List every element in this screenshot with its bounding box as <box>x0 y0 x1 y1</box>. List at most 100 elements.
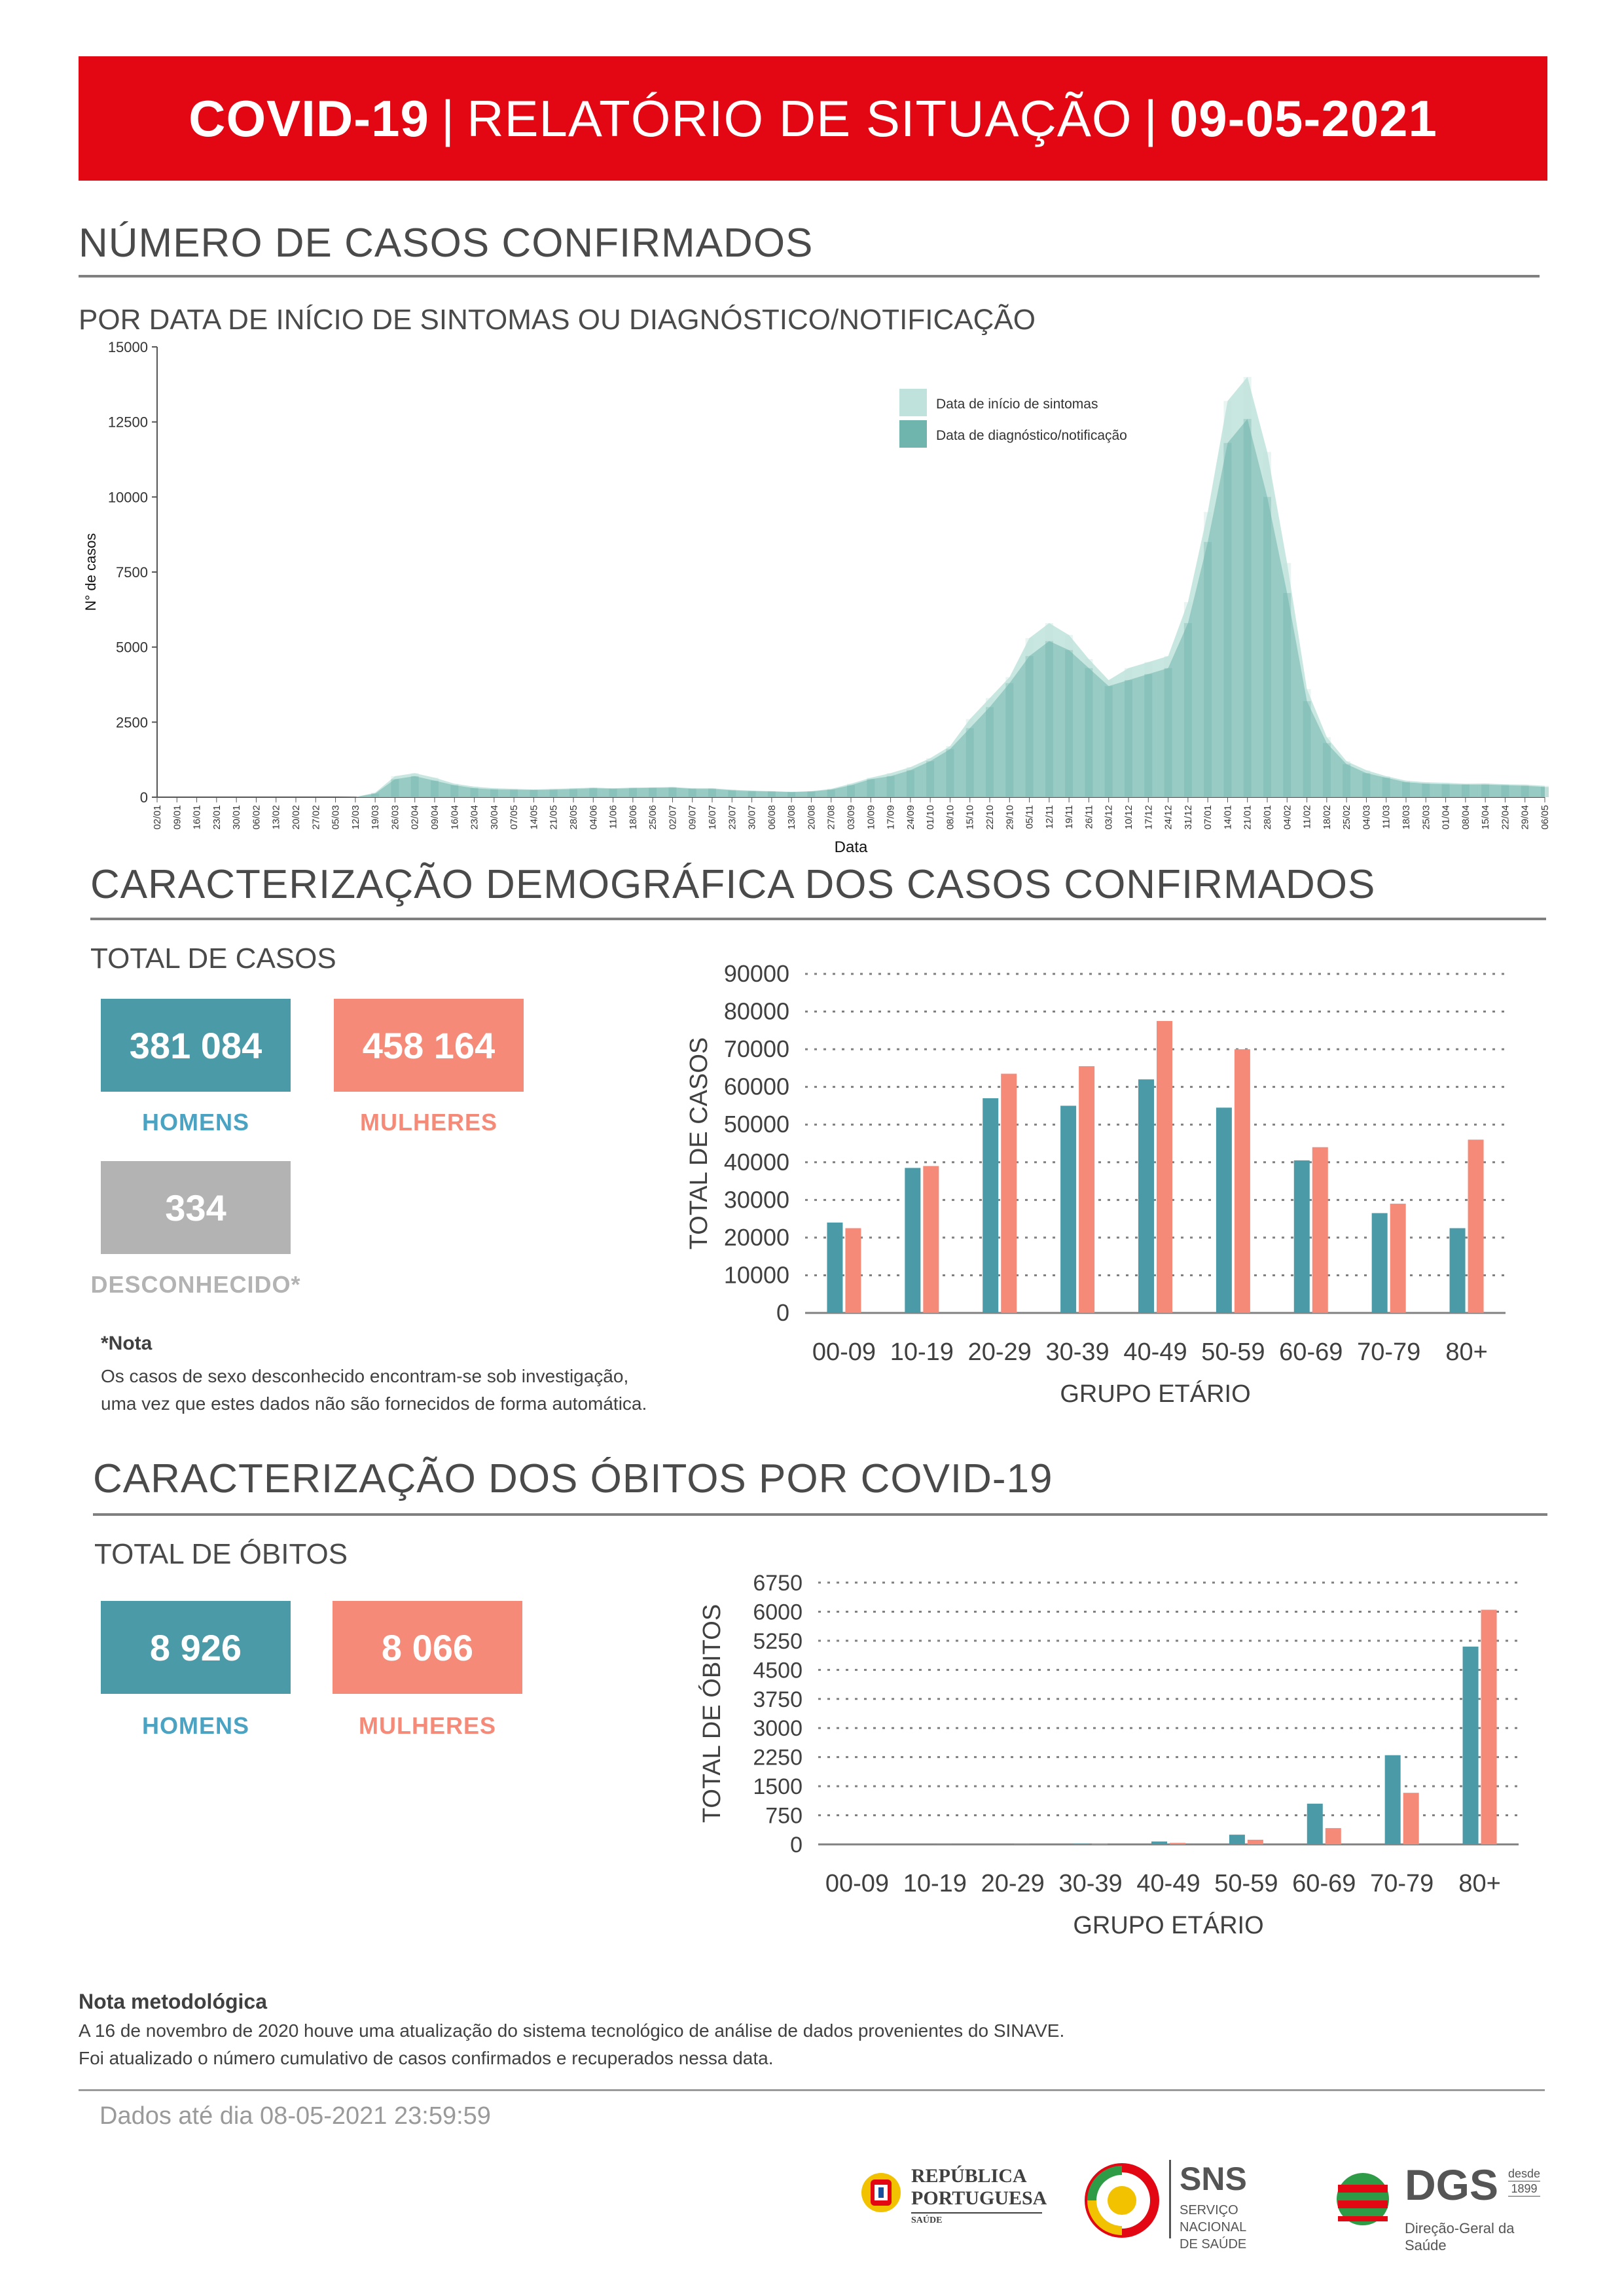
data-bar <box>1243 419 1252 797</box>
x-tick-label: 21/05 <box>549 805 560 830</box>
data-bar <box>450 785 459 797</box>
x-tick-label: 10-19 <box>903 1870 967 1897</box>
y-tick-label: 30000 <box>724 1186 789 1213</box>
data-bar <box>926 761 935 797</box>
data-bar <box>688 789 696 797</box>
sns-emblem-icon <box>1085 2163 1159 2238</box>
x-tick-label: 70-79 <box>1370 1870 1434 1897</box>
data-bar <box>1005 683 1014 797</box>
x-axis-title: Data <box>835 838 868 856</box>
logo-text: DE SAÚDE <box>1180 2237 1247 2251</box>
bar-homens <box>1229 1835 1245 1844</box>
section-subtitle-cases: POR DATA DE INÍCIO DE SINTOMAS OU DIAGNÓ… <box>79 304 1036 336</box>
legend-label: Data de diagnóstico/notificação <box>936 428 1127 443</box>
y-tick-label: 3750 <box>753 1687 803 1712</box>
data-bar <box>728 790 736 797</box>
bar-mulheres <box>1079 1066 1095 1313</box>
x-tick-label: 17/12 <box>1143 805 1154 830</box>
y-tick-label: 0 <box>776 1299 789 1326</box>
logo-text: SAÚDE <box>911 2212 1042 2228</box>
header-separator: | <box>441 89 456 147</box>
y-tick-label: 5000 <box>116 639 148 656</box>
x-tick-label: 30/07 <box>747 805 758 830</box>
bar-mulheres <box>845 1228 861 1313</box>
x-tick-label: 01/10 <box>925 805 936 830</box>
data-bar <box>986 707 994 797</box>
logo-text: DGS <box>1405 2161 1499 2209</box>
x-tick-label: 16/04 <box>449 805 460 830</box>
header-date: 09-05-2021 <box>1169 89 1437 147</box>
header-report-title: RELATÓRIO DE SITUAÇÃO <box>467 89 1132 147</box>
logo-text: SERVIÇO NACIONAL <box>1180 2203 1247 2234</box>
data-bar <box>1223 442 1232 797</box>
x-tick-label: 26/11 <box>1083 805 1094 829</box>
x-tick-label: 06/05 <box>1540 805 1551 830</box>
portugal-coat-of-arms-icon <box>861 2173 901 2212</box>
data-bar <box>391 779 399 797</box>
data-bar <box>1521 785 1529 797</box>
x-tick-label: 07/01 <box>1202 805 1214 830</box>
y-axis-title: N° de casos <box>82 533 99 611</box>
x-tick-label: 03/12 <box>1104 805 1115 830</box>
x-tick-label: 02/07 <box>667 805 678 830</box>
x-tick-label: 09/07 <box>687 805 698 830</box>
x-tick-label: 50-59 <box>1214 1870 1278 1897</box>
x-tick-label: 27/02 <box>310 805 321 830</box>
bar-homens <box>1449 1228 1466 1313</box>
bar-mulheres <box>1170 1842 1185 1844</box>
bar-mulheres <box>1390 1204 1406 1313</box>
cases-by-age-chart: 0 10000 20000 30000 40000 50000 60000 70000 8000… <box>685 960 1506 1408</box>
x-tick-label: 23/01 <box>211 805 223 830</box>
data-bar <box>1164 668 1172 797</box>
section-title-deaths: CARACTERIZAÇÃO DOS ÓBITOS POR COVID-19 <box>93 1456 1053 1501</box>
data-bar <box>1283 593 1291 797</box>
bar-homens <box>827 1222 843 1313</box>
y-tick-label: 0 <box>140 789 148 806</box>
data-bar <box>708 789 716 797</box>
x-tick-label: 30/01 <box>231 805 242 830</box>
x-tick-label: 20-29 <box>968 1338 1032 1366</box>
logo-text: PORTUGUESA <box>911 2187 1047 2209</box>
data-bar <box>609 789 617 797</box>
data-bar <box>1104 686 1113 797</box>
x-tick-label: 24/12 <box>1163 805 1174 830</box>
data-bar <box>767 791 776 797</box>
x-tick-label: 04/03 <box>1361 805 1372 830</box>
x-tick-label: 28/01 <box>1262 805 1273 830</box>
data-bar <box>827 789 835 797</box>
footer-divider <box>79 2089 1545 2091</box>
x-tick-label: 30/04 <box>489 805 500 830</box>
bar-homens <box>1060 1105 1077 1313</box>
bar-mulheres <box>1481 1609 1497 1844</box>
bar-mulheres <box>1403 1793 1419 1844</box>
bar-mulheres <box>923 1166 939 1313</box>
y-tick-label: 70000 <box>724 1035 789 1062</box>
y-tick-label: 12500 <box>108 414 148 431</box>
bar-mulheres <box>1468 1139 1484 1313</box>
x-tick-label: 00-09 <box>825 1870 889 1897</box>
x-tick-label: 20-29 <box>981 1870 1045 1897</box>
y-tick-label: 80000 <box>724 998 789 1025</box>
x-tick-label: 10/12 <box>1123 805 1134 830</box>
bar-homens <box>983 1098 999 1313</box>
data-bar <box>1343 764 1351 797</box>
x-tick-label: 14/01 <box>1222 805 1233 830</box>
data-until: Dados até dia 08-05-2021 23:59:59 <box>99 2102 491 2130</box>
x-tick-label: 19/03 <box>370 805 381 830</box>
x-tick-label: 25/02 <box>1341 805 1352 830</box>
y-tick-label: 10000 <box>108 489 148 505</box>
y-tick-label: 2250 <box>753 1746 803 1770</box>
x-tick-label: 22/04 <box>1500 805 1511 830</box>
bar-mulheres <box>1001 1073 1017 1313</box>
x-tick-label: 09/04 <box>429 805 441 830</box>
y-tick-label: 90000 <box>724 960 789 987</box>
section-divider <box>90 918 1546 920</box>
men-label: HOMENS <box>141 1109 249 1136</box>
data-bar <box>1422 783 1430 797</box>
x-tick-label: 03/09 <box>846 805 857 830</box>
bar-mulheres <box>1325 1828 1341 1844</box>
x-tick-label: 06/08 <box>767 805 778 830</box>
data-bar <box>649 787 657 797</box>
x-tick-label: 12/03 <box>350 805 361 830</box>
data-bar <box>1045 641 1053 797</box>
